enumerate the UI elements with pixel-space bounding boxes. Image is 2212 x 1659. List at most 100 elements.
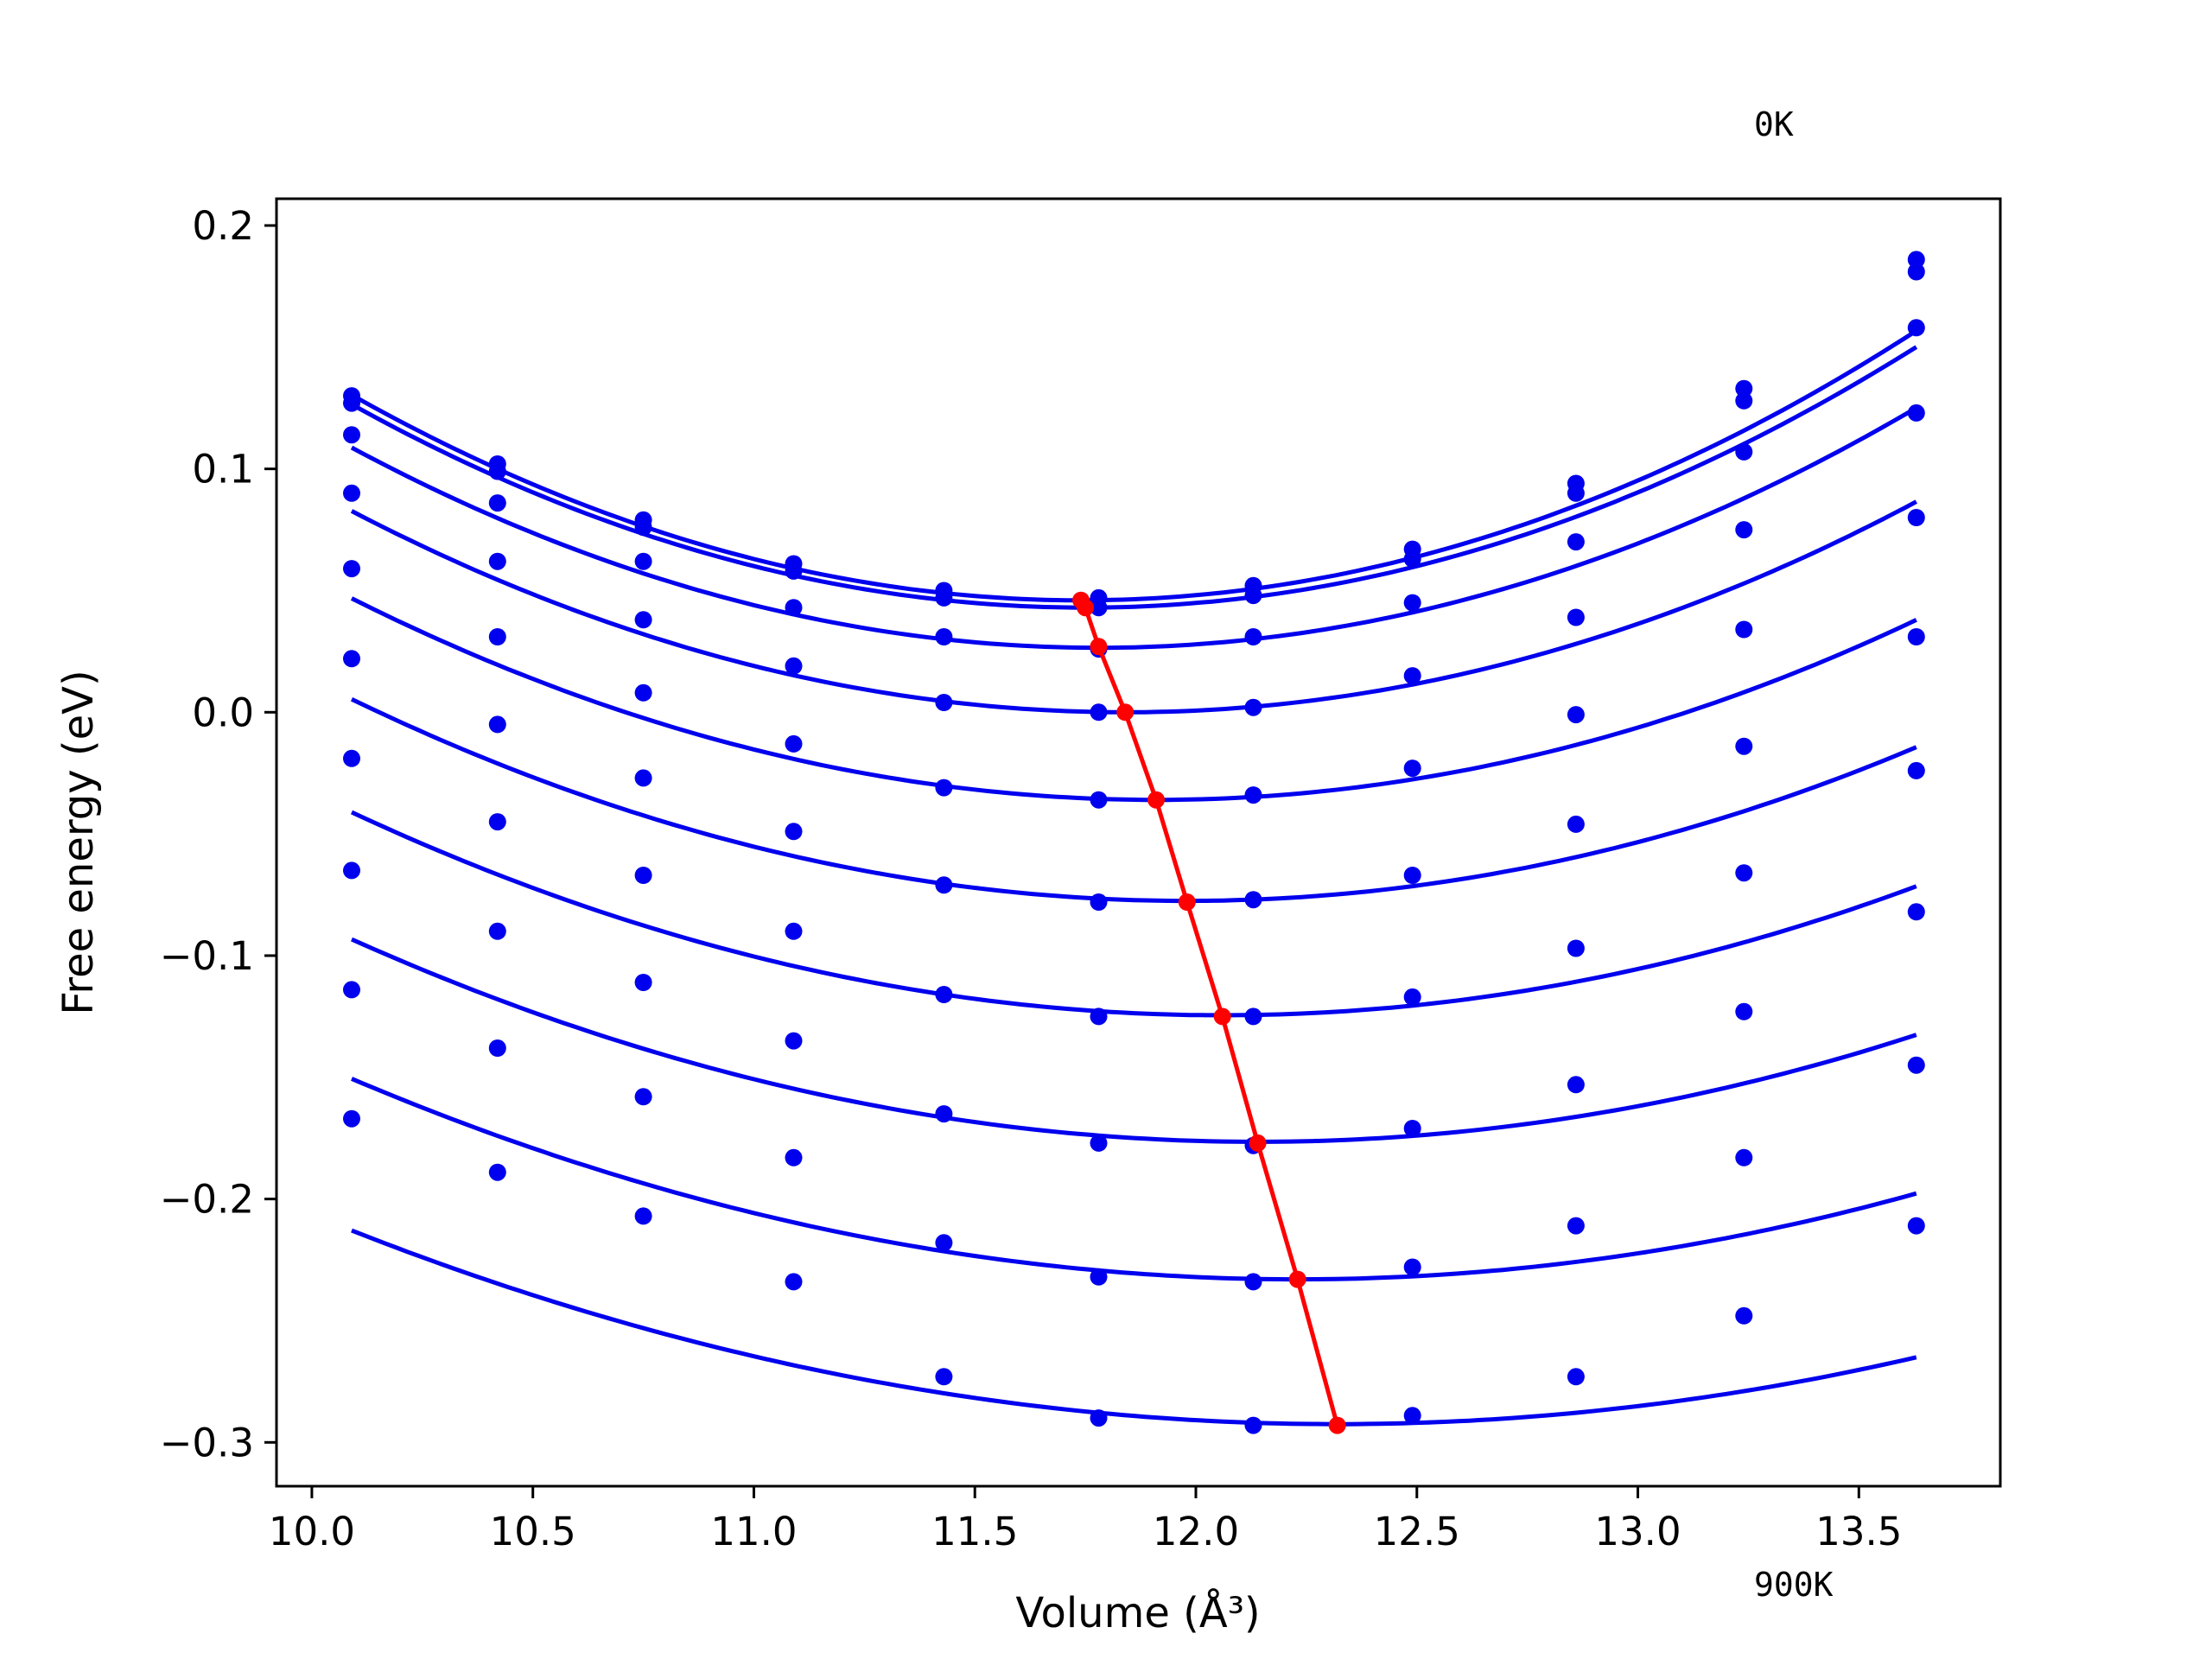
minimum-point-9 xyxy=(1288,1270,1306,1288)
data-point-s5-10 xyxy=(1735,620,1753,639)
data-point-s5-9 xyxy=(1567,706,1585,724)
data-point-s9-11 xyxy=(1907,1056,1925,1074)
data-point-s7-2 xyxy=(488,813,506,831)
data-point-s3-11 xyxy=(1907,319,1925,337)
data-point-s4-8 xyxy=(1403,667,1421,685)
fit-curve-10 xyxy=(351,1228,1917,1427)
data-point-s5-7 xyxy=(1244,786,1262,804)
data-point-s2-5 xyxy=(935,588,953,607)
data-point-s4-7 xyxy=(1244,698,1262,716)
data-point-s4-4 xyxy=(785,657,803,675)
fit-curves xyxy=(350,328,1918,1427)
fit-curve-9 xyxy=(351,1077,1917,1282)
y-tick-label: −0.3 xyxy=(160,1420,254,1465)
data-point-s9-1 xyxy=(343,981,360,999)
fit-curve-7 xyxy=(350,810,1917,1018)
data-point-s6-8 xyxy=(1403,867,1421,884)
data-point-s6-10 xyxy=(1735,737,1753,755)
data-point-s4-5 xyxy=(935,694,953,711)
data-point-s8-4 xyxy=(785,1032,803,1050)
data-point-s8-5 xyxy=(935,1105,953,1123)
x-tick-label: 13.5 xyxy=(1815,1509,1902,1554)
data-point-s9-8 xyxy=(1403,1258,1421,1276)
data-point-s9-6 xyxy=(1090,1268,1108,1286)
data-point-s10-5 xyxy=(935,1368,953,1386)
data-point-s2-8 xyxy=(1403,550,1421,568)
data-point-s5-4 xyxy=(785,734,803,753)
x-tick-label: 10.5 xyxy=(490,1509,576,1554)
data-point-s3-4 xyxy=(785,599,803,617)
data-point-s2-6 xyxy=(1090,599,1108,617)
data-point-s4-11 xyxy=(1907,404,1925,422)
data-point-s5-1 xyxy=(343,560,360,578)
data-point-s5-6 xyxy=(1090,791,1108,809)
data-point-s4-10 xyxy=(1735,521,1753,539)
data-point-s2-10 xyxy=(1735,391,1753,410)
data-point-s10-10 xyxy=(1735,1306,1753,1325)
x-tick-label: 12.0 xyxy=(1153,1509,1239,1554)
data-point-s2-9 xyxy=(1567,484,1585,502)
data-point-s9-10 xyxy=(1735,1148,1753,1166)
data-point-s7-7 xyxy=(1244,1007,1262,1026)
data-point-s7-11 xyxy=(1907,761,1925,779)
data-point-s5-5 xyxy=(935,779,953,797)
data-point-s6-6 xyxy=(1090,893,1108,911)
data-point-s2-11 xyxy=(1907,263,1925,281)
data-point-s1-11 xyxy=(1907,251,1925,269)
data-point-s1-10 xyxy=(1735,379,1753,397)
data-point-s3-2 xyxy=(488,494,506,512)
data-point-s4-3 xyxy=(634,611,652,629)
data-point-s7-4 xyxy=(785,922,803,940)
data-point-s7-6 xyxy=(1090,1007,1108,1026)
data-point-s7-9 xyxy=(1567,939,1585,957)
minimum-point-5 xyxy=(1147,791,1165,809)
data-point-s8-9 xyxy=(1567,1076,1585,1094)
data-point-s2-7 xyxy=(1244,587,1262,605)
data-point-s3-5 xyxy=(935,628,953,645)
fit-curve-8 xyxy=(350,937,1917,1144)
data-point-s9-3 xyxy=(634,1088,652,1106)
data-point-s10-11 xyxy=(1907,1217,1925,1235)
data-point-s4-6 xyxy=(1090,703,1108,721)
data-point-s8-10 xyxy=(1735,1002,1753,1020)
data-point-s10-2 xyxy=(488,1163,506,1181)
plot-frame xyxy=(275,197,2002,1488)
data-point-s3-3 xyxy=(634,552,652,570)
data-point-s4-2 xyxy=(488,552,506,570)
data-point-s5-2 xyxy=(488,628,506,645)
x-tick-label: 13.0 xyxy=(1594,1509,1681,1554)
annotation-0k: 0K xyxy=(1754,105,1794,143)
data-point-s9-9 xyxy=(1567,1217,1585,1235)
fit-curve-1 xyxy=(350,328,1918,603)
data-point-s6-4 xyxy=(785,823,803,841)
data-point-s2-3 xyxy=(634,518,652,537)
minimum-trace xyxy=(1072,591,1346,1434)
data-point-s10-1 xyxy=(343,1109,360,1128)
data-point-s7-10 xyxy=(1735,864,1753,882)
fit-curve-4 xyxy=(350,499,1917,715)
fit-curve-3 xyxy=(350,405,1918,651)
data-point-s6-9 xyxy=(1567,815,1585,833)
y-axis-ticks: −0.3 −0.2 −0.1 0.0 0.1 0.2 xyxy=(160,203,276,1465)
y-tick-label: −0.1 xyxy=(160,933,254,979)
y-tick-label: 0.2 xyxy=(192,203,254,249)
data-point-s6-1 xyxy=(343,650,360,668)
data-point-s9-7 xyxy=(1244,1273,1262,1291)
data-point-s3-7 xyxy=(1244,628,1262,645)
minimum-point-8 xyxy=(1249,1134,1267,1152)
data-point-s8-3 xyxy=(634,974,652,991)
fit-curve-5 xyxy=(350,596,1917,803)
data-point-s5-11 xyxy=(1907,509,1925,526)
data-point-s3-9 xyxy=(1567,533,1585,551)
data-point-s8-6 xyxy=(1090,1134,1108,1152)
minimum-point-2 xyxy=(1077,599,1095,617)
data-point-s4-1 xyxy=(343,484,360,502)
data-point-s8-8 xyxy=(1403,1120,1421,1137)
x-tick-label: 10.0 xyxy=(269,1509,355,1554)
minimum-point-6 xyxy=(1178,893,1196,911)
data-point-s7-1 xyxy=(343,749,360,767)
y-tick-label: −0.2 xyxy=(160,1177,254,1223)
minimum-point-10 xyxy=(1328,1416,1346,1434)
